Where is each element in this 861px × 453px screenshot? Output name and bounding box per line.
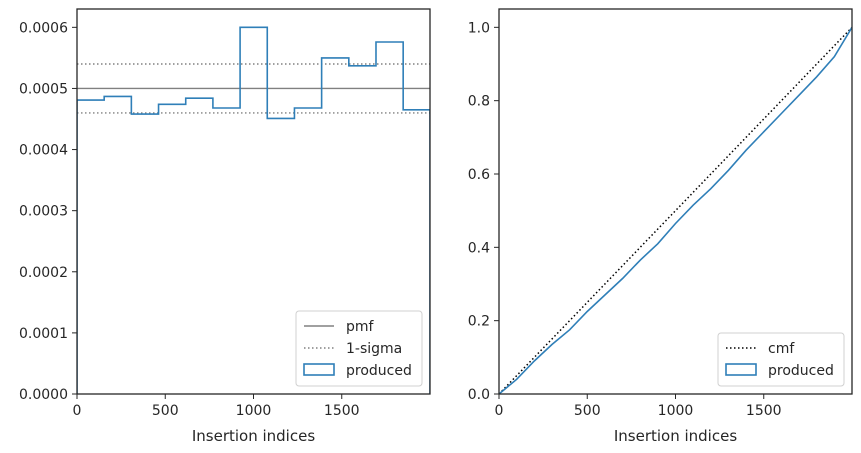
y-tick-label: 0.0 — [468, 387, 490, 403]
y-tick-label: 0.0005 — [19, 81, 68, 97]
y-tick-label: 0.4 — [468, 240, 490, 256]
x-tick-label: 500 — [574, 403, 601, 419]
x-tick-label: 500 — [152, 403, 179, 419]
x-axis-title: Insertion indices — [614, 427, 737, 445]
legend-label-cmf: cmf — [768, 341, 795, 357]
y-tick-label: 0.0003 — [19, 204, 68, 220]
series-produced — [499, 26, 852, 394]
legend-box — [295, 310, 423, 387]
y-tick-label: 0.0001 — [19, 326, 68, 342]
series-produced — [77, 26, 430, 394]
y-tick-label: 0.0002 — [19, 265, 68, 281]
legend-box — [717, 332, 845, 387]
x-tick-label: 1000 — [236, 403, 272, 419]
x-tick-label: 1500 — [746, 403, 782, 419]
x-tick-label: 0 — [495, 403, 504, 419]
y-tick-label: 0.8 — [468, 94, 490, 110]
x-tick-label: 0 — [73, 403, 82, 419]
plot-panel-2 — [494, 8, 853, 399]
legend — [295, 310, 423, 387]
legend-swatch-produced — [303, 363, 335, 376]
plot-panel-1 — [72, 8, 431, 399]
x-tick-label: 1000 — [658, 403, 694, 419]
y-tick-label: 0.2 — [468, 314, 490, 330]
y-tick-label: 0.0000 — [19, 387, 68, 403]
legend-swatch-produced — [725, 363, 757, 376]
y-tick-label: 1.0 — [468, 20, 490, 36]
x-axis-title: Insertion indices — [192, 427, 315, 445]
x-tick-label: 1500 — [324, 403, 360, 419]
y-tick-label: 0.0004 — [19, 143, 68, 159]
series-cmf — [499, 26, 852, 394]
y-tick-label: 0.0006 — [19, 20, 68, 36]
legend-label-pmf: pmf — [346, 319, 375, 335]
legend-label-produced: produced — [346, 363, 412, 379]
legend-label-produced: produced — [768, 363, 834, 379]
legend-label-1-sigma: 1-sigma — [346, 341, 402, 357]
y-tick-label: 0.6 — [468, 167, 490, 183]
legend — [717, 332, 845, 387]
